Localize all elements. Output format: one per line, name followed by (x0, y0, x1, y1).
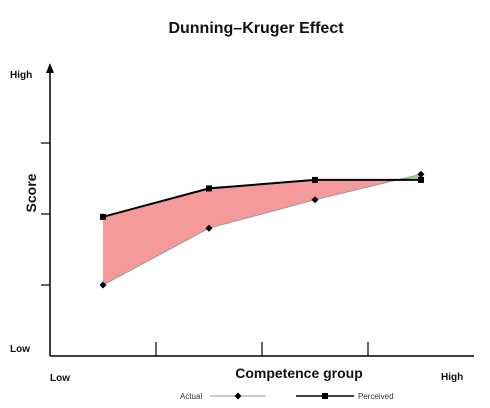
actual-point-1 (99, 281, 107, 289)
plot-area (99, 170, 425, 289)
y-axis-arrow (46, 63, 54, 73)
x-axis-title: Competence group (235, 365, 363, 381)
actual-point-2 (205, 224, 213, 232)
x-tick-label-high: High (441, 372, 463, 383)
legend: Actual Perceived (180, 392, 394, 401)
y-tick-label-low: Low (10, 344, 30, 355)
legend-marker-perceived (322, 393, 328, 399)
chart-title: Dunning–Kruger Effect (168, 20, 344, 37)
legend-label-actual: Actual (180, 392, 202, 401)
actual-point-3 (311, 196, 319, 204)
x-tick-label-low: Low (50, 373, 70, 384)
overestimate-area-1 (103, 179, 398, 285)
perceived-line (102, 178, 421, 218)
legend-label-perceived: Perceived (358, 392, 394, 401)
perceived-point-4 (418, 176, 424, 183)
legend-marker-actual (234, 392, 242, 400)
y-axis-title: Score (23, 173, 39, 212)
y-ticks (41, 142, 50, 286)
y-tick-label-high: High (10, 70, 32, 81)
perceived-point-3 (312, 176, 318, 183)
x-ticks (155, 342, 369, 356)
actual-line (102, 173, 422, 286)
perceived-point-1 (100, 213, 106, 220)
perceived-point-2 (206, 185, 212, 192)
actual-point-4 (417, 170, 425, 178)
